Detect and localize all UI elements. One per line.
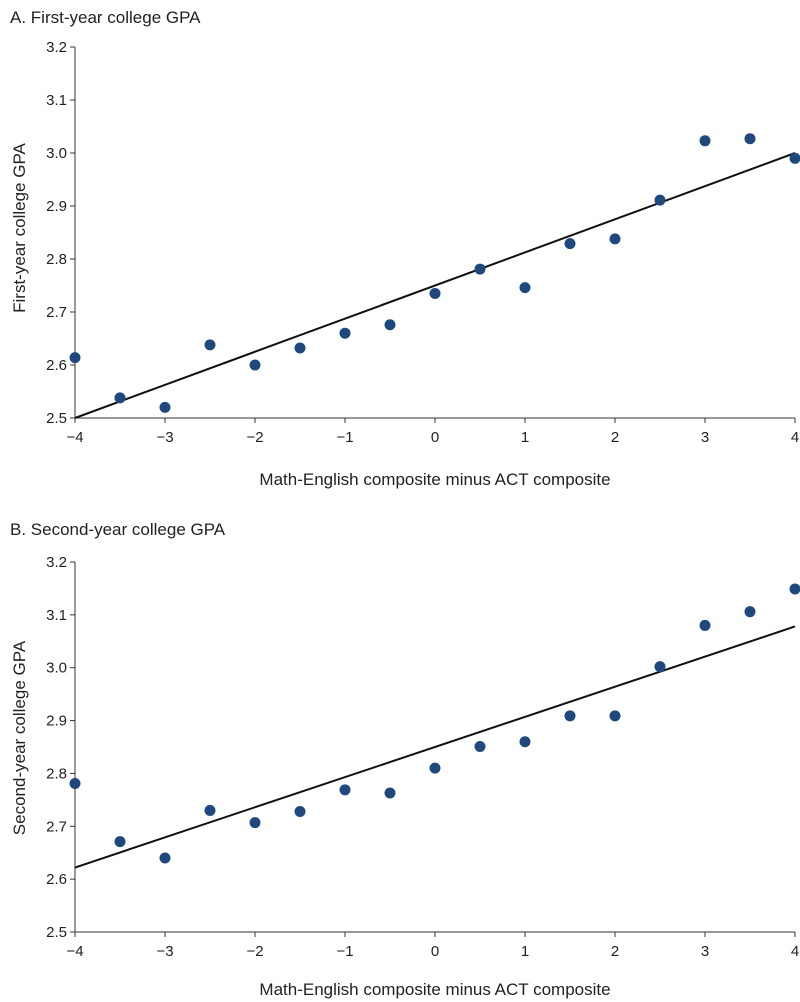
data-point: [69, 777, 81, 789]
x-axis-label: Math-English composite minus ACT composi…: [259, 980, 611, 999]
data-point: [159, 401, 171, 413]
x-tick-label: −4: [66, 429, 83, 446]
data-point: [474, 263, 486, 275]
data-point: [339, 327, 351, 339]
data-point: [699, 135, 711, 147]
y-tick-label: 2.8: [46, 765, 67, 782]
chart-title: B. Second-year college GPA: [10, 520, 226, 539]
data-point: [384, 319, 396, 331]
data-point: [159, 852, 171, 864]
x-tick-label: 1: [521, 429, 529, 446]
data-point: [654, 661, 666, 673]
y-tick-label: 2.9: [46, 713, 67, 730]
chart-panel-first-year: A. First-year college GPA 2.5 2.6 2.7 2.8 2.…: [0, 0, 800, 500]
scatter-plot-second-year: 2.5 2.6 2.7 2.8 2.9 3.0 3.1 3.2 −4 −3 −2 −1 0 1 2 3 4: [46, 554, 800, 960]
data-point: [249, 359, 261, 371]
data-point: [744, 133, 756, 145]
data-point: [789, 152, 800, 164]
y-tick-label: 3.1: [46, 92, 67, 109]
y-tick-label: 2.7: [46, 304, 67, 321]
data-point: [609, 710, 621, 722]
y-tick-label: 3.2: [46, 39, 67, 56]
x-tick-label: 0: [431, 943, 439, 960]
y-tick-label: 3.1: [46, 607, 67, 624]
x-tick-label: 3: [701, 429, 709, 446]
data-point: [744, 606, 756, 618]
data-point: [564, 238, 576, 250]
y-tick-label: 2.8: [46, 251, 67, 268]
data-point: [474, 740, 486, 752]
x-tick-label: 0: [431, 429, 439, 446]
x-tick-label: −3: [156, 429, 173, 446]
data-point: [249, 817, 261, 829]
data-point: [789, 583, 800, 595]
y-tick-label: 2.9: [46, 198, 67, 215]
y-tick-label: 2.5: [46, 924, 67, 941]
chart-panel-second-year: B. Second-year college GPA 2.5 2.6 2.7 2.8 2…: [0, 500, 800, 1002]
data-point: [519, 282, 531, 294]
x-tick-label: −3: [156, 943, 173, 960]
y-tick-label: 2.6: [46, 357, 67, 374]
data-point: [519, 736, 531, 748]
scatter-plot-first-year: 2.5 2.6 2.7 2.8 2.9 3.0 3.1 3.2 −4 −3 −2 −1 0 1 2 3 4: [46, 39, 800, 446]
x-tick-label: 4: [791, 943, 799, 960]
data-point: [114, 392, 126, 404]
y-tick-label: 3.0: [46, 660, 67, 677]
x-tick-label: 1: [521, 943, 529, 960]
x-tick-label: −2: [246, 429, 263, 446]
y-tick-label: 2.7: [46, 818, 67, 835]
x-tick-label: −2: [246, 943, 263, 960]
data-point: [114, 836, 126, 848]
data-point: [69, 352, 81, 364]
data-point: [204, 804, 216, 816]
x-tick-label: −1: [336, 943, 353, 960]
x-tick-label: 4: [791, 429, 799, 446]
data-point: [204, 339, 216, 351]
data-point: [654, 194, 666, 206]
fit-line: [74, 625, 796, 869]
x-tick-label: −1: [336, 429, 353, 446]
fit-line: [74, 152, 796, 419]
data-point: [609, 233, 621, 245]
x-tick-label: 2: [611, 429, 619, 446]
data-point: [564, 710, 576, 722]
y-axis-label: Second-year college GPA: [10, 640, 29, 836]
data-point: [699, 619, 711, 631]
data-point: [429, 762, 441, 774]
data-point: [294, 342, 306, 354]
y-tick-label: 3.2: [46, 554, 67, 571]
x-tick-label: 2: [611, 943, 619, 960]
y-axis-label: First-year college GPA: [10, 143, 29, 313]
x-axis-label: Math-English composite minus ACT composi…: [259, 470, 611, 489]
x-tick-label: 3: [701, 943, 709, 960]
data-point: [294, 805, 306, 817]
data-point: [339, 784, 351, 796]
y-tick-label: 3.0: [46, 145, 67, 162]
y-tick-label: 2.6: [46, 871, 67, 888]
data-point: [429, 287, 441, 299]
y-tick-label: 2.5: [46, 410, 67, 427]
x-tick-label: −4: [66, 943, 83, 960]
data-point: [384, 787, 396, 799]
chart-title: A. First-year college GPA: [10, 8, 201, 27]
